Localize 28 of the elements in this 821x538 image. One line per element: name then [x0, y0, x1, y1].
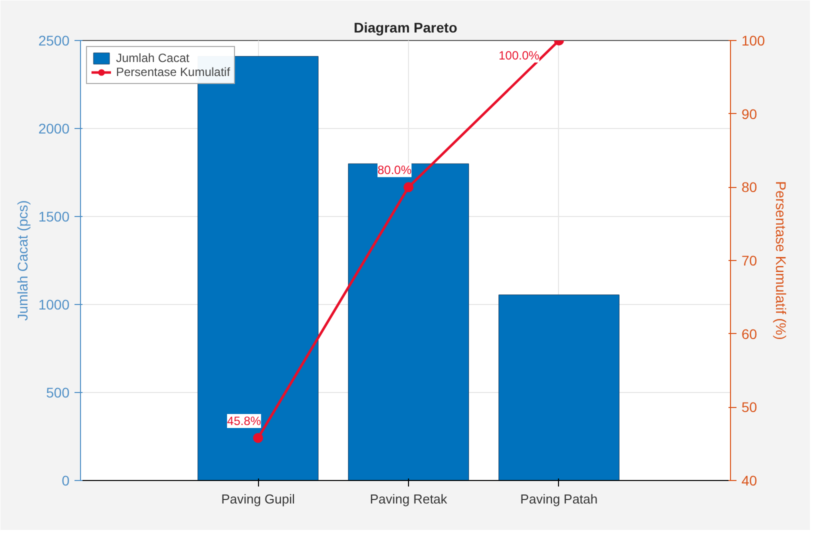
y2-tick-label: 40	[742, 472, 758, 488]
data-label: 45.8%	[227, 414, 262, 428]
y2-tick-label: 60	[742, 326, 758, 342]
y-tick-label: 2500	[38, 32, 70, 48]
y-tick-label: 0	[62, 472, 70, 488]
y2-tick-label: 90	[742, 106, 758, 122]
point	[404, 182, 414, 192]
data-label: 80.0%	[377, 163, 412, 178]
y-tick-label: 1500	[38, 208, 70, 224]
point	[253, 432, 264, 443]
y2-axis-title: Persentase Kumulatif (%)	[772, 181, 789, 340]
chart-title: Diagram Pareto	[354, 20, 458, 36]
x-tick-label: Paving Retak	[370, 492, 448, 506]
y-tick-label: 500	[46, 384, 70, 400]
y-axis-title: Jumlah Cacat (pcs)	[14, 200, 30, 321]
data-label: 100.0%	[498, 48, 540, 62]
bar	[348, 163, 469, 480]
x-tick-label: Paving Gupil	[221, 492, 296, 506]
x-tick-label: Paving Patah	[520, 492, 598, 506]
y-tick-label: 1000	[38, 296, 70, 312]
bar	[498, 294, 620, 480]
legend-label: Persentase Kumulatif	[116, 65, 230, 79]
y2-tick-label: 50	[742, 399, 758, 416]
y2-tick-label: 100	[742, 32, 766, 48]
legend-label: Jumlah Cacat	[116, 51, 190, 65]
y2-tick-label: 70	[742, 252, 758, 268]
y-tick-label: 2000	[38, 120, 70, 136]
y2-tick-label: 80	[742, 179, 758, 196]
